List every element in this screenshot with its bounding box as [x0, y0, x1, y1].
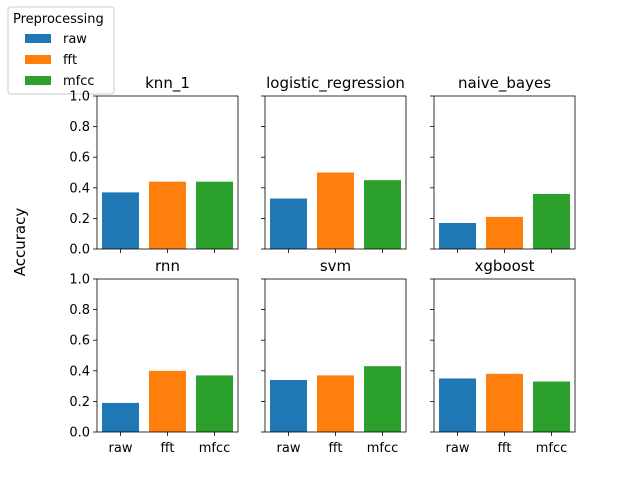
bar-xgboost-raw [439, 378, 476, 432]
legend-title: Preprocessing [13, 12, 104, 27]
legend-swatch-raw [25, 34, 51, 43]
y-tick-label: 0.2 [69, 395, 90, 410]
x-tick-label-fft: fft [160, 441, 174, 456]
x-tick-label-fft: fft [328, 441, 342, 456]
y-tick-label: 0.0 [69, 243, 90, 258]
subplot-grid: knn_1 0.0 0.2 0.4 0.6 0.8 1.0 logistic_regressi… [69, 74, 576, 456]
y-tick-label: 0.8 [69, 120, 90, 135]
bar-naive_bayes-fft [486, 216, 523, 249]
subplot-logistic_regression: logistic_regression [261, 74, 407, 253]
subplot-xgboost: xgboost raw fft mfcc [430, 257, 576, 456]
x-tick-label-mfcc: mfcc [199, 441, 231, 456]
panel-title-knn_1: knn_1 [145, 74, 190, 93]
subplot-knn_1: knn_1 0.0 0.2 0.4 0.6 0.8 1.0 [69, 74, 239, 258]
bar-svm-mfcc [364, 366, 401, 432]
bar-knn_1-raw [102, 192, 139, 249]
legend-box [7, 6, 115, 95]
legend-swatch-fft [25, 55, 51, 64]
bar-logistic_regression-fft [317, 172, 354, 249]
panel-title-svm: svm [320, 257, 351, 275]
legend: Preprocessing raw fft mfcc [7, 6, 115, 95]
subplot-rnn: rnn 0.0 0.2 0.4 0.6 0.8 1.0 raw fft mfcc [69, 257, 239, 456]
bar-svm-raw [270, 379, 307, 432]
x-tick-label-raw: raw [277, 441, 301, 456]
panel-title-rnn: rnn [155, 257, 180, 275]
y-tick-label: 0.4 [69, 181, 90, 196]
bar-naive_bayes-mfcc [533, 193, 570, 249]
panel-title-logistic_regression: logistic_regression [266, 74, 405, 93]
bar-rnn-mfcc [196, 375, 233, 432]
panel-title-naive_bayes: naive_bayes [458, 74, 551, 93]
legend-label-fft: fft [63, 53, 77, 68]
bar-xgboost-fft [486, 373, 523, 432]
x-tick-label-mfcc: mfcc [536, 441, 568, 456]
y-tick-label: 1.0 [69, 273, 90, 288]
y-tick-label: 1.0 [69, 90, 90, 105]
legend-label-raw: raw [63, 32, 87, 47]
bar-svm-fft [317, 375, 354, 432]
y-tick-label: 0.8 [69, 303, 90, 318]
bar-rnn-fft [149, 370, 186, 432]
y-tick-label: 0.2 [69, 212, 90, 227]
y-axis-label: Accuracy [11, 208, 29, 277]
y-tick-label: 0.6 [69, 334, 90, 349]
x-tick-label-mfcc: mfcc [367, 441, 399, 456]
legend-label-mfcc: mfcc [63, 74, 95, 89]
panel-title-xgboost: xgboost [475, 257, 535, 275]
bar-logistic_regression-raw [270, 198, 307, 249]
subplot-svm: svm raw fft mfcc [261, 257, 407, 456]
bar-xgboost-mfcc [533, 381, 570, 432]
bar-knn_1-mfcc [196, 181, 233, 249]
subplot-naive_bayes: naive_bayes [430, 74, 576, 253]
y-tick-label: 0.6 [69, 151, 90, 166]
bar-knn_1-fft [149, 181, 186, 249]
y-tick-label: 0.4 [69, 364, 90, 379]
y-tick-label: 0.0 [69, 426, 90, 441]
x-tick-label-raw: raw [446, 441, 470, 456]
bar-rnn-raw [102, 402, 139, 432]
legend-swatch-mfcc [25, 76, 51, 85]
x-tick-label-fft: fft [497, 441, 511, 456]
bar-logistic_regression-mfcc [364, 180, 401, 249]
x-tick-label-raw: raw [109, 441, 133, 456]
bar-naive_bayes-raw [439, 222, 476, 249]
